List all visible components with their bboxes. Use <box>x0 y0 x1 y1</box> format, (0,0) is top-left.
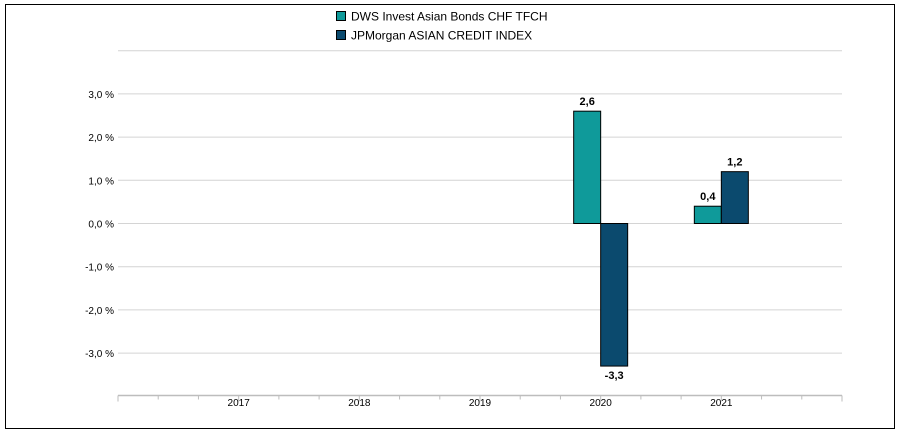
x-axis: 2017 2018 2019 2020 2021 <box>117 394 843 409</box>
data-labels: 2,6 -3,3 0,4 1,2 <box>580 96 743 382</box>
y-tick-label: -1,0 % <box>85 263 114 274</box>
x-tick-label: 2018 <box>348 398 371 409</box>
data-label: 0,4 <box>700 191 716 203</box>
data-label: -3,3 <box>605 370 624 382</box>
bar-dws-2021 <box>693 205 722 225</box>
y-tick-label: 0,0 % <box>88 220 114 231</box>
legend: DWS Invest Asian Bonds CHF TFCH JPMorgan … <box>336 10 548 43</box>
y-tick-label: 1,0 % <box>88 176 114 187</box>
legend-label: JPMorgan ASIAN CREDIT INDEX <box>351 29 532 43</box>
legend-swatch <box>336 11 346 21</box>
chart-frame <box>5 4 895 429</box>
legend-label: DWS Invest Asian Bonds CHF TFCH <box>351 10 548 24</box>
bar-jpmorgan-2021 <box>720 171 749 225</box>
bar-dws-2020 <box>573 110 602 224</box>
x-tick-label: 2020 <box>590 398 613 409</box>
bar-jpmorgan-2020 <box>600 223 629 367</box>
y-tick-label: -3,0 % <box>85 349 114 360</box>
data-label: 1,2 <box>727 157 742 169</box>
y-axis: 3,0 % 2,0 % 1,0 % 0,0 % -1,0 % -2,0 % -3,0 % <box>85 90 114 360</box>
x-tick-label: 2017 <box>228 398 251 409</box>
legend-swatch <box>336 30 346 40</box>
x-tick-label: 2019 <box>469 398 492 409</box>
y-tick-label: -2,0 % <box>85 306 114 317</box>
y-tick-label: 2,0 % <box>88 133 114 144</box>
bars <box>573 110 749 367</box>
x-tick-label: 2021 <box>710 398 733 409</box>
data-label: 2,6 <box>580 96 595 108</box>
y-tick-label: 3,0 % <box>88 90 114 101</box>
